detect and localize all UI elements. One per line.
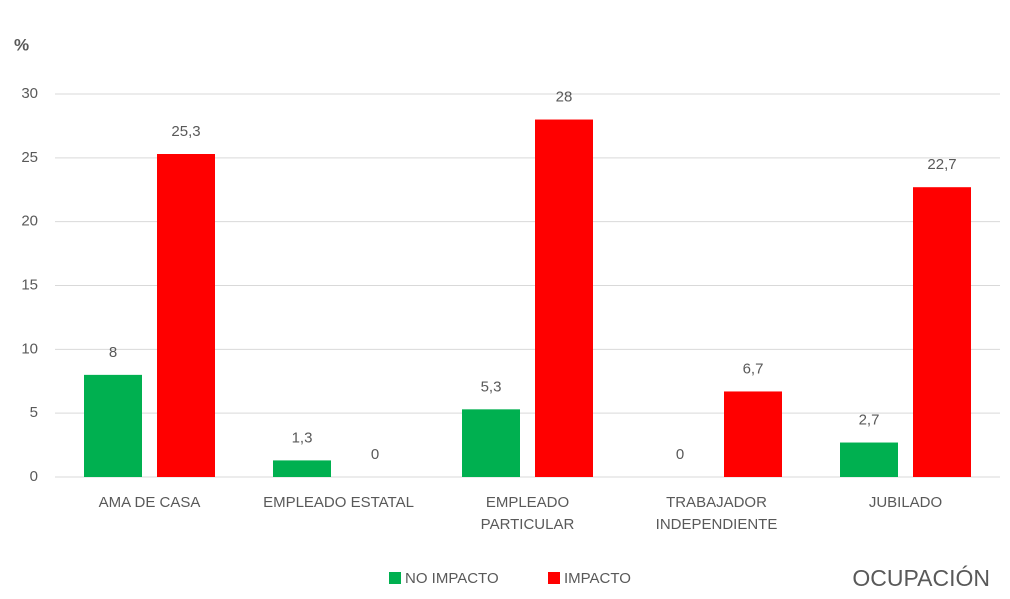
x-tick-label: JUBILADO — [868, 494, 943, 511]
bar — [462, 409, 520, 477]
legend-label: IMPACTO — [564, 570, 631, 587]
y-tick-label: 25 — [21, 149, 38, 166]
value-label: 1,3 — [292, 429, 313, 446]
x-axis-label: OCUPACIÓN — [852, 565, 990, 591]
y-axis-label: % — [14, 35, 29, 54]
y-tick-label: 20 — [21, 213, 38, 230]
bar — [157, 154, 215, 477]
value-label: 2,7 — [859, 411, 880, 428]
y-tick-label: 5 — [30, 404, 38, 421]
bar — [273, 460, 331, 477]
y-tick-label: 0 — [30, 468, 38, 485]
value-label: 0 — [676, 446, 684, 463]
value-label: 25,3 — [171, 123, 200, 140]
legend-label: NO IMPACTO — [405, 570, 499, 587]
bar — [913, 187, 971, 478]
bar — [724, 391, 782, 477]
bar — [84, 374, 142, 477]
value-label: 22,7 — [927, 156, 956, 173]
value-label: 6,7 — [743, 360, 764, 377]
y-tick-label: 15 — [21, 276, 38, 293]
value-label: 8 — [109, 344, 117, 361]
x-tick-label: TRABAJADOR INDEPENDIENTE — [655, 494, 778, 533]
y-tick-label: 10 — [21, 340, 38, 357]
y-tick-label: 30 — [21, 85, 38, 102]
value-label: 0 — [371, 446, 379, 463]
legend-swatch — [389, 572, 401, 584]
bar — [535, 119, 593, 478]
x-tick-label: EMPLEADO PARTICULAR — [480, 494, 575, 533]
value-label: 28 — [556, 89, 573, 106]
value-label: 5,3 — [481, 378, 502, 395]
legend-swatch — [548, 572, 560, 584]
bar — [840, 442, 898, 477]
x-tick-label: AMA DE CASA — [98, 494, 201, 511]
x-tick-label: EMPLEADO ESTATAL — [263, 494, 414, 511]
